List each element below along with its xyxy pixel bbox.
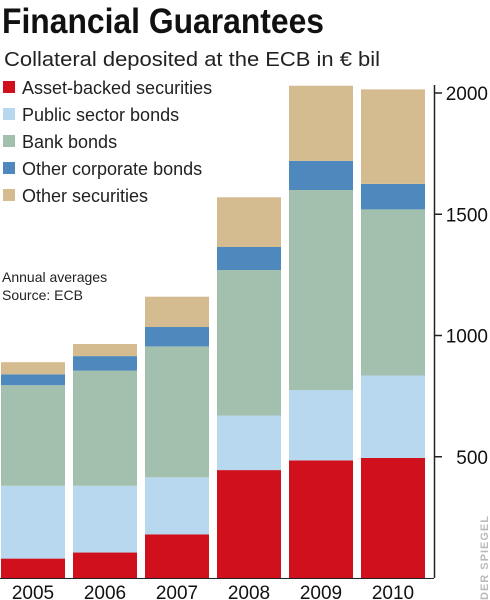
bar-segment-2006-4	[73, 343, 137, 357]
y-tick-label-1000: 1000	[446, 327, 488, 348]
x-tick-label-2008: 2008	[228, 583, 270, 600]
x-tick-label-2009: 2009	[300, 583, 342, 600]
x-tick-label-2005: 2005	[12, 583, 54, 600]
legend-swatch-2	[3, 135, 15, 147]
legend-swatch-4	[3, 189, 15, 201]
bar-segment-2008-0	[217, 470, 281, 578]
legend-label-1: Public sector bonds	[22, 105, 179, 125]
legend: Asset-backed securities Public sector bon…	[3, 78, 212, 206]
bar-segment-2008-4	[217, 197, 281, 247]
legend-label-3: Other corporate bonds	[22, 159, 202, 179]
bar-segment-2007-2	[145, 346, 209, 478]
y-tick-label-1500: 1500	[446, 205, 488, 226]
bar-segment-2010-0	[361, 457, 425, 578]
bar-segment-2005-1	[1, 485, 65, 559]
bar-segment-2009-4	[289, 85, 353, 161]
bar-segment-2007-4	[145, 296, 209, 328]
bar-segment-2005-3	[1, 374, 65, 386]
legend-swatch-3	[3, 162, 15, 174]
bar-segment-2009-2	[289, 190, 353, 391]
chart-title: Financial Guarantees	[2, 2, 324, 41]
legend-label-4: Other securities	[22, 186, 148, 206]
bar-segment-2009-3	[289, 160, 353, 190]
bar-segment-2009-0	[289, 460, 353, 578]
bar-segment-2005-4	[1, 362, 65, 375]
bar-segment-2007-1	[145, 477, 209, 535]
bar-segment-2007-0	[145, 534, 209, 578]
publisher-watermark: DER SPIEGEL	[479, 515, 490, 600]
y-axis: 500 1000 1500 2000	[433, 84, 488, 578]
legend-label-0: Asset-backed securities	[22, 78, 212, 98]
plot-area: 2005 2006 2007 2008 2009 2010	[0, 85, 434, 600]
bar-segment-2006-1	[73, 485, 137, 553]
bar-segment-2007-3	[145, 327, 209, 347]
bar-segment-2008-2	[217, 270, 281, 416]
bar-segment-2005-0	[1, 558, 65, 578]
note-annual-averages: Annual averages	[2, 269, 107, 285]
bar-segment-2008-1	[217, 415, 281, 471]
bar-segment-2010-3	[361, 183, 425, 210]
bar-segment-2006-3	[73, 356, 137, 371]
x-tick-label-2006: 2006	[84, 583, 126, 600]
legend-swatch-0	[3, 81, 15, 93]
x-tick-label-2007: 2007	[156, 583, 198, 600]
y-tick-label-500: 500	[456, 448, 488, 469]
bar-segment-2006-2	[73, 370, 137, 486]
x-tick-label-2010: 2010	[372, 583, 414, 600]
bar-segment-2010-4	[361, 89, 425, 184]
bar-segment-2009-1	[289, 390, 353, 461]
bar-segment-2006-0	[73, 552, 137, 578]
chart-subtitle: Collateral deposited at the ECB in € bil	[4, 49, 380, 71]
bar-segment-2010-1	[361, 375, 425, 458]
y-tick-label-2000: 2000	[446, 84, 488, 105]
legend-label-2: Bank bonds	[22, 132, 117, 152]
bar-segment-2010-2	[361, 209, 425, 376]
bar-segment-2005-2	[1, 385, 65, 486]
legend-swatch-1	[3, 108, 15, 120]
bar-segment-2008-3	[217, 246, 281, 271]
note-source: Source: ECB	[2, 287, 83, 303]
